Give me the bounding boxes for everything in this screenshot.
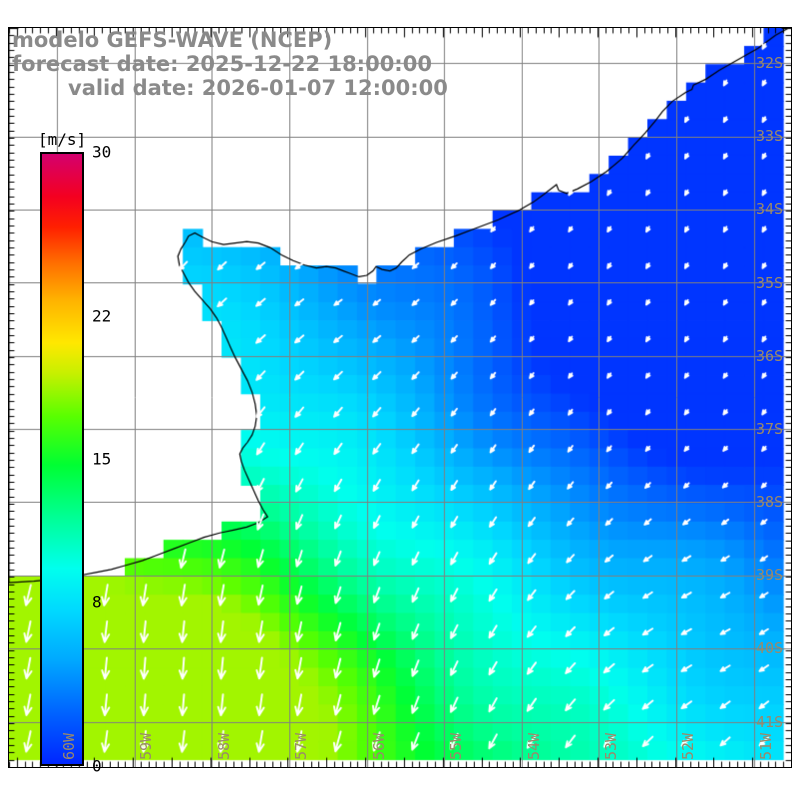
plot-frame (8, 27, 792, 768)
wind-speed-map-canvas (9, 28, 791, 767)
colorbar-units-label: [m/s] (38, 130, 87, 149)
colorbar: [m/s] 30 22 15 8 0 (14, 130, 134, 776)
colorbar-gradient (40, 152, 84, 766)
colorbar-tick-15: 15 (92, 449, 112, 469)
colorbar-tick-22: 22 (92, 306, 112, 326)
colorbar-tick-0: 0 (92, 756, 102, 776)
colorbar-tick-30: 30 (92, 142, 112, 162)
colorbar-tick-8: 8 (92, 592, 102, 612)
